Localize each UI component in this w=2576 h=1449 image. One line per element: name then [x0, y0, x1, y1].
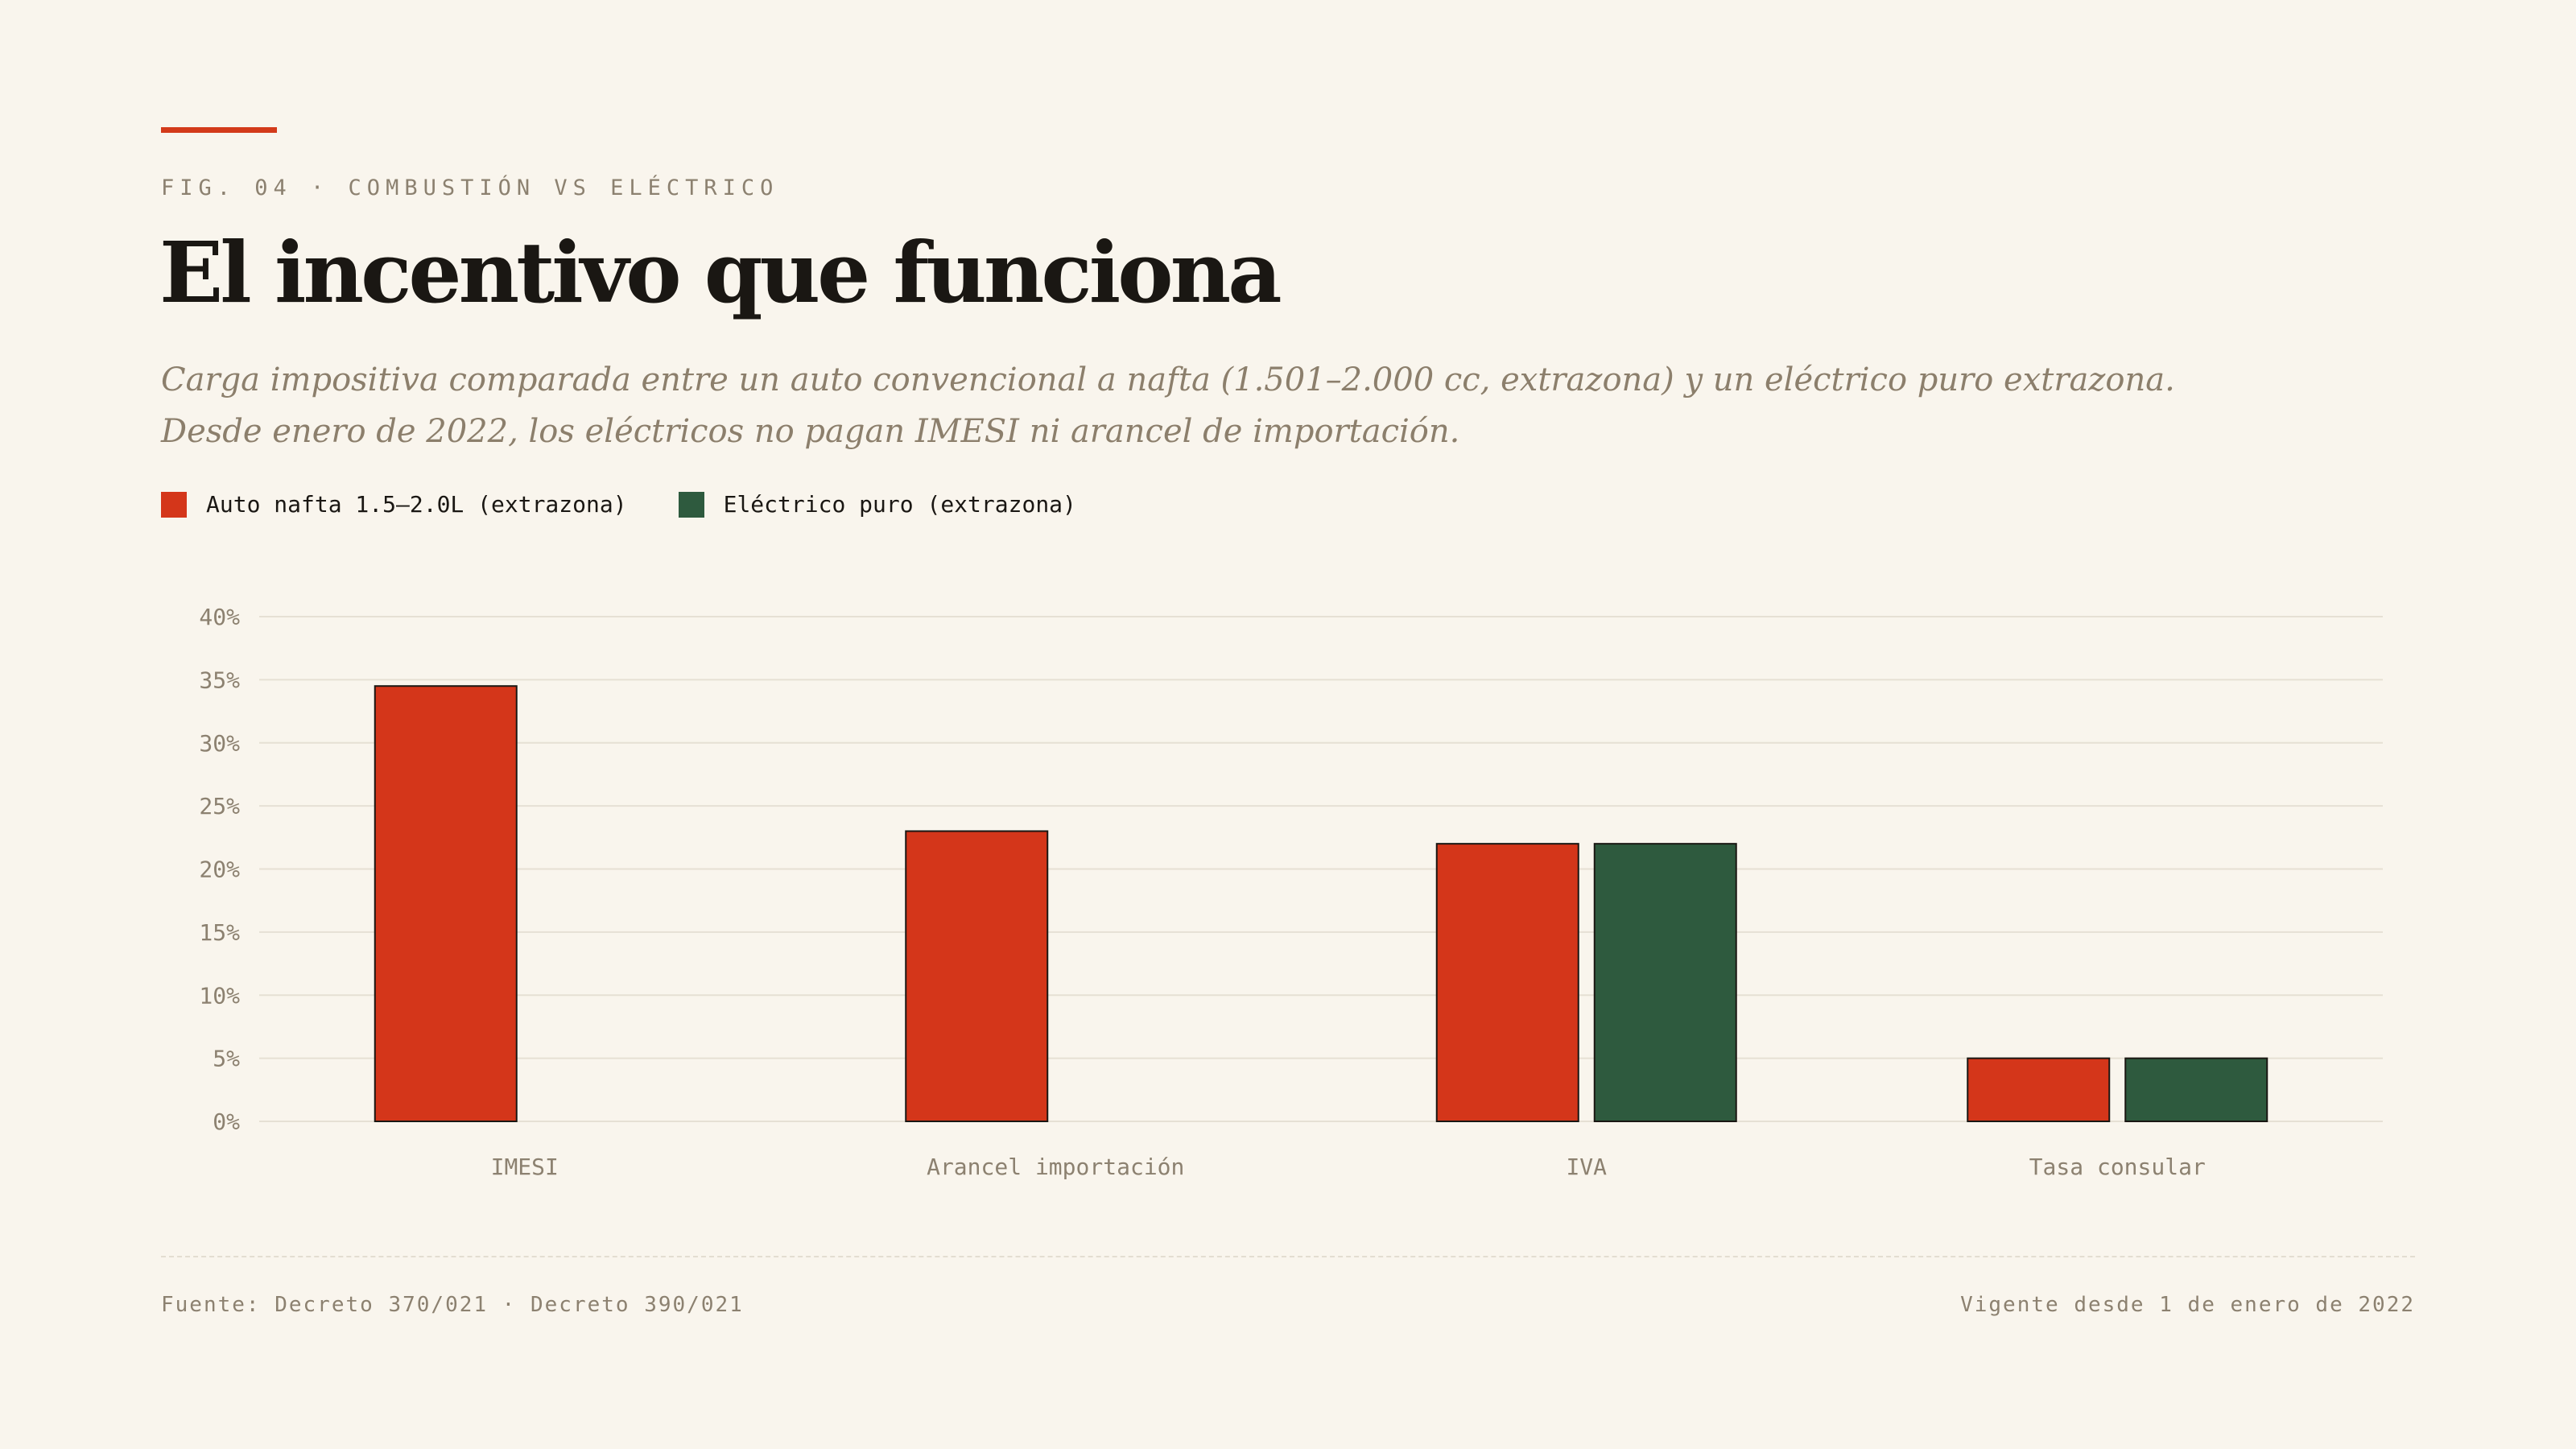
bar-combustion [1435, 843, 1579, 1123]
y-tick-label: 20% [199, 857, 240, 883]
chart-legend: Auto nafta 1.5–2.0L (extrazona) Eléctric… [161, 491, 1128, 518]
footer-divider [161, 1256, 2415, 1257]
legend-swatch-combustion [161, 491, 187, 518]
subtitle-line-1: Carga impositiva comparada entre un auto… [161, 361, 2175, 398]
subtitle-line-2: Desde enero de 2022, los eléctricos no p… [161, 413, 1460, 450]
x-tick-label: IVA [1566, 1154, 1607, 1180]
y-tick-label: 0% [213, 1108, 240, 1135]
bar-chart: 0% 5% 10% 15% 20% 25% 30% 35% 40% IMESI Arancel i… [199, 604, 2383, 1180]
bar-electric [2124, 1057, 2268, 1122]
validity-note: Vigente desde 1 de enero de 2022 [1960, 1293, 2415, 1317]
y-tick-label: 25% [199, 793, 240, 819]
chart-title: El incentivo que funciona [159, 223, 1282, 322]
y-tick-label: 40% [199, 604, 240, 630]
x-axis-ticks: IMESI Arancel importación IVA Tasa consular [491, 1154, 2206, 1180]
bar-combustion [1967, 1057, 2111, 1122]
chart-subtitle: Carga impositiva comparada entre un auto… [161, 354, 2334, 457]
legend-label-electric: Eléctrico puro (extrazona) [723, 491, 1076, 518]
accent-rule [161, 127, 277, 133]
x-tick-label: Arancel importación [927, 1154, 1184, 1180]
y-tick-label: 5% [213, 1046, 240, 1072]
chart-grid [259, 616, 2383, 1122]
x-tick-label: IMESI [491, 1154, 559, 1180]
chart-bars [374, 685, 2268, 1123]
legend-item-combustion: Auto nafta 1.5–2.0L (extrazona) [161, 491, 627, 518]
legend-item-electric: Eléctrico puro (extrazona) [678, 491, 1076, 518]
x-tick-label: Tasa consular [2029, 1154, 2206, 1180]
bar-combustion [374, 685, 518, 1122]
y-tick-label: 10% [199, 982, 240, 1009]
legend-swatch-electric [678, 491, 704, 518]
figure-eyebrow: FIG. 04 · COMBUSTIÓN VS ELÉCTRICO [161, 175, 779, 200]
y-tick-label: 15% [199, 919, 240, 946]
legend-label-combustion: Auto nafta 1.5–2.0L (extrazona) [206, 491, 627, 518]
y-tick-label: 30% [199, 730, 240, 757]
y-axis-ticks: 0% 5% 10% 15% 20% 25% 30% 35% 40% [199, 604, 240, 1135]
y-tick-label: 35% [199, 667, 240, 693]
source-note: Fuente: Decreto 370/021 · Decreto 390/02… [161, 1293, 744, 1317]
bar-combustion [905, 830, 1049, 1122]
bar-electric [1593, 843, 1737, 1123]
